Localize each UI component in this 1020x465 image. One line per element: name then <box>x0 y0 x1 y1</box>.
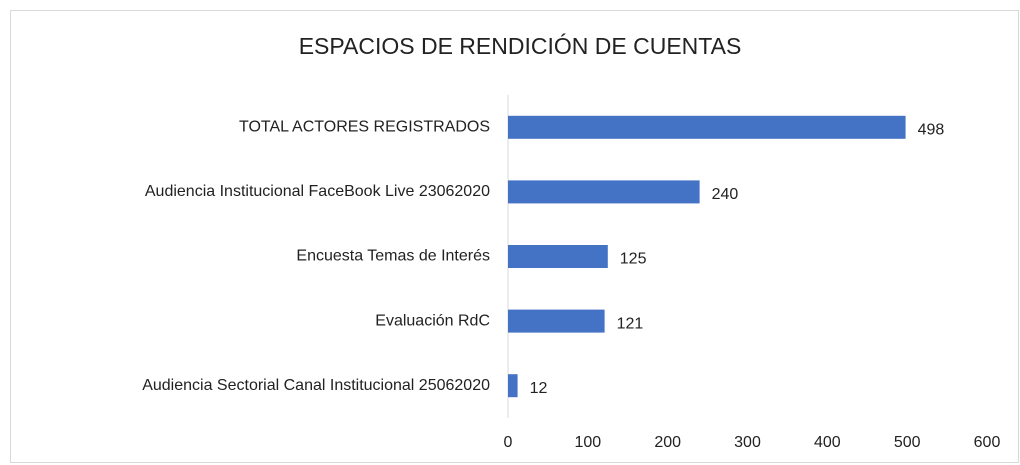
x-tick-label: 100 <box>574 434 601 451</box>
bar <box>508 374 518 398</box>
value-label: 240 <box>712 186 739 203</box>
y-tick-label: TOTAL ACTORES REGISTRADOS <box>239 119 490 136</box>
bar <box>508 115 906 139</box>
x-tick-label: 400 <box>814 434 841 451</box>
y-tick-label: Audiencia Institucional FaceBook Live 23… <box>145 183 490 200</box>
value-label: 498 <box>918 122 945 139</box>
x-tick-label: 300 <box>734 434 761 451</box>
value-label: 125 <box>620 251 647 268</box>
y-tick-label: Evaluación RdC <box>375 312 490 329</box>
value-label: 121 <box>617 315 644 332</box>
chart-title: ESPACIOS DE RENDICIÓN DE CUENTAS <box>299 33 742 59</box>
y-tick-label: Audiencia Sectorial Canal Institucional … <box>142 377 490 394</box>
x-tick-label: 200 <box>654 434 681 451</box>
x-tick-label: 0 <box>504 434 513 451</box>
x-tick-label: 500 <box>894 434 921 451</box>
y-tick-label: Encuesta Temas de Interés <box>296 248 490 265</box>
x-tick-label: 600 <box>974 434 1001 451</box>
bar <box>508 309 605 333</box>
value-label: 12 <box>530 380 548 397</box>
bar <box>508 180 700 204</box>
bar <box>508 245 608 268</box>
